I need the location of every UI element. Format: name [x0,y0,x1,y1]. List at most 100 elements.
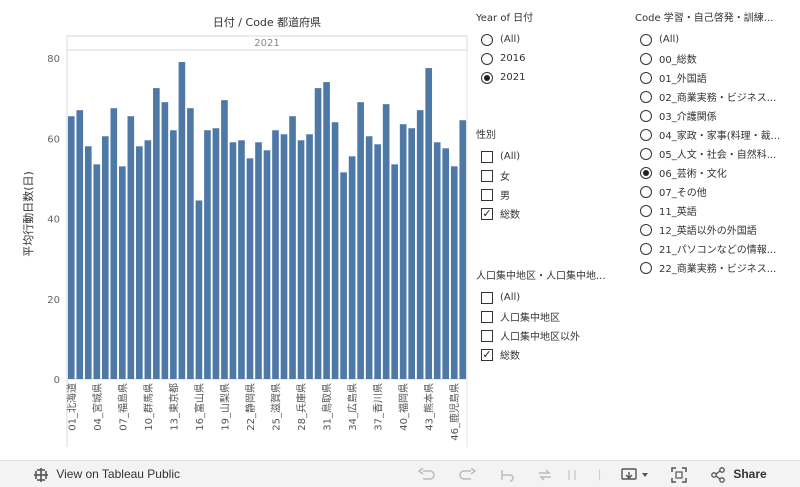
checkbox-icon[interactable] [481,150,493,163]
radio-button-icon[interactable] [640,128,652,141]
pause-icon[interactable] [566,461,578,487]
code-option[interactable]: 11_英語 [635,201,795,220]
bar-33_岡山県[interactable] [340,172,347,379]
sex-option[interactable]: (All) [476,147,626,166]
bar-01_北海道[interactable] [67,116,75,379]
bar-22_静岡県[interactable] [246,158,254,379]
radio-button-icon[interactable] [640,204,652,217]
bar-42_長崎県[interactable] [416,110,424,380]
radio-button-icon[interactable] [640,147,652,160]
radio-button-icon[interactable] [640,109,652,122]
bar-31_鳥取県[interactable] [323,82,330,379]
bar-06_山形県[interactable] [110,108,118,380]
checkbox-icon[interactable] [481,188,493,201]
bar-14_神奈川県[interactable] [178,62,186,379]
radio-button-icon[interactable] [481,52,493,65]
code-option[interactable]: 02_商業実務・ビジネス... [635,87,795,106]
download-icon[interactable] [621,461,651,487]
code-option[interactable]: 03_介護関係 [635,106,795,125]
bar-07_福島県[interactable] [119,166,126,379]
bar-21_岐阜県[interactable] [238,140,245,379]
checkbox-icon[interactable] [481,291,493,304]
bar-44_大分県[interactable] [433,142,441,379]
bar-47_沖縄県[interactable] [459,120,467,380]
did-option[interactable]: 人口集中地区以外 [476,326,626,345]
year-option[interactable]: 2021 [476,68,626,87]
bar-26_京都府[interactable] [280,134,288,379]
checkbox-icon[interactable]: ✓ [481,206,493,220]
radio-button-icon[interactable] [640,185,652,198]
code-option[interactable]: 01_外国語 [635,68,795,87]
code-option[interactable]: 04_家政・家事(料理・裁... [635,125,795,144]
radio-button-icon[interactable] [640,242,652,255]
sex-option[interactable]: 女 [476,166,626,185]
radio-button-icon[interactable] [640,52,652,65]
bar-10_群馬県[interactable] [144,140,152,379]
checkbox-icon[interactable] [481,169,493,182]
year-option[interactable]: 2016 [476,49,626,68]
bar-09_栃木県[interactable] [136,146,143,379]
bar-20_長野県[interactable] [229,142,237,379]
bar-34_広島県[interactable] [348,156,356,379]
bar-38_愛媛県[interactable] [382,104,390,379]
share-button[interactable]: Share [710,461,767,487]
code-option[interactable]: 21_パソコンなどの情報... [635,239,795,258]
bar-16_富山県[interactable] [195,200,203,379]
bar-36_徳島県[interactable] [365,136,373,379]
bar-40_福岡県[interactable] [399,124,407,379]
bar-05_秋田県[interactable] [101,136,109,379]
bar-30_和歌山県[interactable] [314,88,322,380]
bar-25_滋賀県[interactable] [272,130,279,379]
sex-option[interactable]: ✓ 総数 [476,204,626,223]
year-option[interactable]: (All) [476,30,626,49]
bar-43_熊本県[interactable] [425,68,433,380]
bar-41_佐賀県[interactable] [408,128,415,379]
radio-button-icon[interactable] [640,261,652,274]
bar-15_新潟県[interactable] [187,108,194,380]
bar-13_東京都[interactable] [170,130,177,379]
revert-icon[interactable] [498,461,516,487]
sex-option[interactable]: 男 [476,185,626,204]
code-option[interactable]: 07_その他 [635,182,795,201]
radio-button-icon[interactable] [640,166,652,179]
checkbox-icon[interactable]: ✓ [481,347,493,361]
undo-icon[interactable] [417,461,436,487]
did-option[interactable]: (All) [476,288,626,307]
bar-17_石川県[interactable] [204,130,211,379]
refresh-icon[interactable] [536,461,554,487]
view-on-tableau-link[interactable]: View on Tableau Public [33,461,180,487]
bar-08_茨城県[interactable] [127,116,135,379]
bar-32_島根県[interactable] [331,122,339,379]
bar-19_山梨県[interactable] [221,100,228,380]
radio-button-icon[interactable] [640,71,652,84]
code-option[interactable]: 06_芸術・文化 [635,163,795,182]
bar-28_兵庫県[interactable] [297,140,305,379]
did-option[interactable]: ✓ 総数 [476,345,626,364]
code-option[interactable]: 12_英語以外の外国語 [635,220,795,239]
bar-46_鹿児島県[interactable] [450,166,458,379]
bar-45_宮崎県[interactable] [442,148,450,379]
bar-37_香川県[interactable] [374,144,381,379]
bar-35_山口県[interactable] [357,102,364,379]
code-option[interactable]: 00_総数 [635,49,795,68]
radio-button-icon[interactable] [481,33,493,46]
bar-24_三重県[interactable] [263,150,271,379]
bar-29_奈良県[interactable] [306,134,313,379]
bar-11_埼玉県[interactable] [153,88,160,380]
radio-button-icon[interactable] [640,33,652,46]
bar-02_青森県[interactable] [76,110,84,380]
code-option[interactable]: 05_人文・社会・自然科... [635,144,795,163]
code-option[interactable]: 22_商業実務・ビジネス... [635,258,795,277]
bar-12_千葉県[interactable] [161,102,169,379]
bar-39_高知県[interactable] [391,164,398,379]
checkbox-icon[interactable] [481,310,493,323]
radio-button-icon[interactable] [640,223,652,236]
did-option[interactable]: 人口集中地区 [476,307,626,326]
redo-icon[interactable] [458,461,477,487]
bar-03_岩手県[interactable] [84,146,92,379]
radio-button-icon[interactable] [481,71,493,84]
bar-27_大阪府[interactable] [289,116,296,379]
code-option[interactable]: (All) [635,30,795,49]
bar-04_宮城県[interactable] [93,164,101,379]
radio-button-icon[interactable] [640,90,652,103]
